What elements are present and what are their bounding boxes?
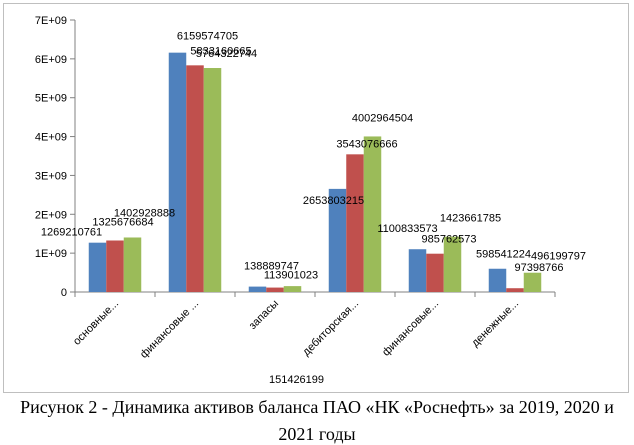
bar-data-label: 1423661785 — [440, 213, 501, 225]
bar — [426, 253, 444, 292]
bar-data-label: 1325676684 — [92, 216, 153, 228]
bar — [106, 240, 124, 292]
bar — [363, 136, 382, 292]
figure-caption-line-1: Рисунок 2 - Динамика активов баланса ПАО… — [20, 397, 614, 417]
bar — [203, 68, 222, 292]
y-tick-label: 3E+09 — [35, 170, 67, 182]
x-category-label: основные... — [71, 298, 121, 348]
bar — [408, 249, 427, 292]
bar-data-label: 985762573 — [421, 234, 476, 246]
bar-data-label: 5764322744 — [196, 48, 257, 60]
bar-data-label: 113901023 — [264, 270, 318, 282]
bar — [88, 242, 107, 292]
bar-data-label: 151426199 — [269, 374, 324, 386]
y-tick-label: 1E+09 — [35, 248, 67, 260]
chart-axes: 0 1E+09 2E+09 3E+09 4E+09 5E+09 6E+09 7E+09 осно… — [35, 15, 556, 361]
bar — [523, 272, 542, 292]
bar — [346, 154, 364, 292]
bar — [506, 288, 524, 292]
y-tick-label: 4E+09 — [35, 132, 67, 144]
bar-data-label: 5833160665 — [190, 45, 251, 57]
y-tick-label: 5E+09 — [35, 93, 67, 105]
bar-data-label: 2653803215 — [303, 195, 364, 207]
bar — [443, 236, 462, 292]
y-tick-label: 2E+09 — [35, 209, 67, 221]
bar-data-label: 1402928888 — [114, 207, 175, 219]
bar-data-label: 97398766 — [515, 262, 564, 274]
bar — [283, 286, 302, 292]
x-category-label: финансовые... — [380, 298, 441, 359]
bar — [248, 286, 267, 292]
bar — [186, 65, 204, 292]
bar-data-label: 1100833573 — [377, 223, 437, 235]
bar — [168, 52, 187, 292]
x-category-label: денежные... — [469, 298, 521, 350]
bar — [266, 287, 284, 292]
chart-frame: 0 1E+09 2E+09 3E+09 4E+09 5E+09 6E+09 7E+09 осно… — [3, 3, 629, 393]
x-category-label: финансовые ... — [138, 298, 201, 361]
y-tick-label: 7E+09 — [35, 15, 67, 27]
bar-data-label: 1269210761 — [41, 227, 102, 239]
x-category-label: дебиторская... — [300, 298, 361, 359]
bar-data-label: 4002964504 — [352, 112, 413, 124]
y-tick-label: 6E+09 — [35, 54, 67, 66]
figure-caption-line-2: 2021 годы — [278, 424, 356, 444]
bar — [488, 268, 507, 292]
bar-data-label: 138889747 — [244, 261, 299, 273]
y-tick-label: 0 — [61, 287, 67, 299]
bar — [123, 237, 142, 292]
bar-chart: 0 1E+09 2E+09 3E+09 4E+09 5E+09 6E+09 7E+09 осно… — [35, 15, 586, 386]
bar-data-label: 6159574705 — [177, 31, 238, 43]
bar-data-label: 496199797 — [531, 251, 586, 263]
chart-bars — [88, 52, 542, 292]
bar-data-label: 3543076666 — [336, 138, 397, 150]
bar-data-label: 598541224 — [476, 249, 531, 261]
x-category-label: запасы — [247, 298, 281, 332]
bar — [328, 188, 347, 292]
